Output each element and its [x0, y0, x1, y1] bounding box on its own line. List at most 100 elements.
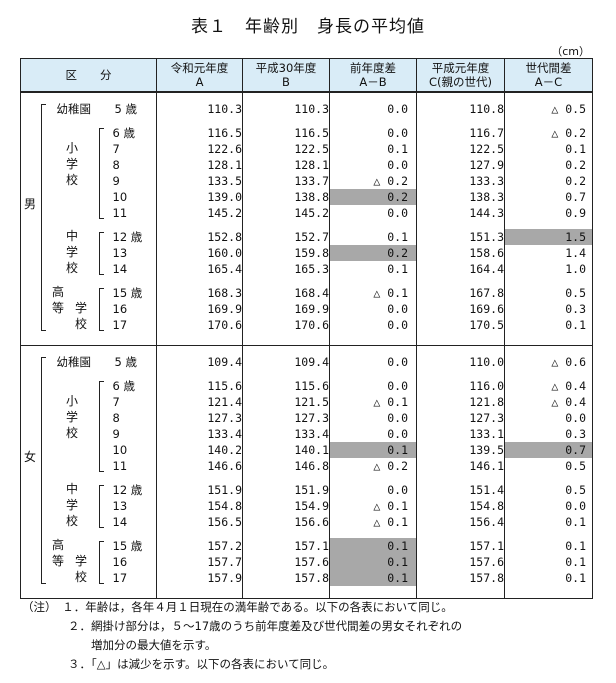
spacer-row [20, 92, 593, 101]
value-c: 144.3 [416, 205, 505, 221]
table-header: 区 分 令和元年度 A 平成30年度 B 前年度差 A－B 平成元年度 C(親の世代) … [20, 58, 593, 93]
value-a: 122.6 [156, 141, 243, 157]
sex-cell [20, 378, 43, 394]
value-b: 145.2 [242, 205, 330, 221]
value-ab: 0.0 [329, 205, 417, 221]
value-ab: 0.0 [329, 426, 417, 442]
sex-cell [20, 410, 43, 426]
age-cell: 11 [112, 459, 128, 473]
value-ac: 0.0 [504, 498, 593, 514]
value-b: 169.9 [242, 301, 330, 317]
age-cell: 11 [112, 206, 128, 220]
sex-cell [20, 173, 43, 189]
value-ac: 0.0 [504, 410, 593, 426]
school-label-elementary: 小 [66, 141, 79, 155]
school-label-elementary: 小 [66, 394, 79, 408]
table-row: 13 154.8 154.9 △ 0.1 154.8 0.0 [20, 498, 593, 514]
value-b: 121.5 [242, 394, 330, 410]
school-label-high: 校 [75, 570, 88, 584]
school-cell [43, 125, 91, 141]
value-c: 127.3 [416, 410, 505, 426]
value-b: 156.6 [242, 514, 330, 530]
value-c: 133.1 [416, 426, 505, 442]
age-cell: 10 [112, 190, 128, 204]
value-ab: 0.1 [329, 442, 417, 458]
group-bracket [99, 288, 104, 331]
value-b: 116.5 [242, 125, 330, 141]
value-ac: 0.1 [504, 317, 593, 333]
header-diff-gen: 世代間差 A－C [504, 58, 593, 93]
value-ac: 0.5 [504, 482, 593, 498]
spacer-row [20, 221, 593, 229]
table-row: 8 128.1 128.1 0.0 127.9 0.2 [20, 157, 593, 173]
group-bracket [99, 485, 104, 528]
value-c: 121.8 [416, 394, 505, 410]
value-b: 159.8 [242, 245, 330, 261]
table-row: 16 157.7 157.6 0.1 157.6 0.1 [20, 554, 593, 570]
school-label-elementary: 学 [66, 157, 79, 171]
value-ac: 0.1 [504, 570, 593, 586]
value-b: 157.6 [242, 554, 330, 570]
school-cell [43, 378, 91, 394]
value-ac: △ 0.4 [504, 378, 593, 394]
age-cell: 16 [112, 302, 128, 316]
value-ab: 0.0 [329, 354, 417, 370]
height-table: 区 分 令和元年度 A 平成30年度 B 前年度差 A－B 平成元年度 C(親の世代) … [20, 58, 593, 599]
table-row: 14 156.5 156.6 △ 0.1 156.4 0.1 [20, 514, 593, 530]
value-c: 151.4 [416, 482, 505, 498]
table-row: 10 140.2 140.1 0.1 139.5 0.7 [20, 442, 593, 458]
age-cell: 14 [112, 515, 128, 529]
spacer-row [20, 277, 593, 285]
age-cell: 5 歳 [114, 102, 137, 116]
spacer-row [20, 370, 593, 378]
table-row: 7 121.4 121.5 △ 0.1 121.8 △ 0.4 [20, 394, 593, 410]
sex-cell [20, 229, 43, 245]
school-label-high: 学 [75, 301, 88, 315]
sex-cell [20, 514, 43, 530]
value-ab: △ 0.2 [329, 173, 417, 189]
value-b: 146.8 [242, 458, 330, 474]
sex-cell [20, 354, 43, 370]
value-ac: 0.2 [504, 157, 593, 173]
sex-cell [20, 205, 43, 221]
age-cell: 6 歳 [112, 379, 135, 393]
sex-cell [20, 554, 43, 570]
value-ab: 0.1 [329, 229, 417, 245]
value-a: 154.8 [156, 498, 243, 514]
value-ac: △ 0.5 [504, 101, 593, 117]
school-cell [43, 285, 91, 301]
value-c: 127.9 [416, 157, 505, 173]
value-a: 156.5 [156, 514, 243, 530]
table-row: 6 歳 115.6 115.6 0.0 116.0 △ 0.4 [20, 378, 593, 394]
value-b: 133.4 [242, 426, 330, 442]
header-diff-prev: 前年度差 A－B [329, 58, 417, 93]
sex-cell [20, 426, 43, 442]
spacer-row [20, 333, 593, 346]
school-cell: 幼稚園 [56, 355, 92, 369]
table-row: 13 160.0 159.8 0.2 158.6 1.4 [20, 245, 593, 261]
value-a: 109.4 [156, 354, 243, 370]
value-c: 170.5 [416, 317, 505, 333]
value-c: 157.6 [416, 554, 505, 570]
value-b: 157.1 [242, 538, 330, 554]
age-cell: 9 [112, 174, 120, 188]
value-ab: 0.0 [329, 482, 417, 498]
value-ac: △ 0.2 [504, 125, 593, 141]
sex-cell [20, 189, 43, 205]
value-a: 110.3 [156, 101, 243, 117]
header-kubun: 区 分 [20, 58, 157, 93]
school-label-high: 等 [52, 301, 65, 315]
age-cell: 13 [112, 499, 128, 513]
sex-cell [20, 285, 43, 301]
value-c: 116.0 [416, 378, 505, 394]
age-cell: 13 [112, 246, 128, 260]
value-ab: 0.2 [329, 189, 417, 205]
value-ab: 0.0 [329, 125, 417, 141]
value-a: 169.9 [156, 301, 243, 317]
value-b: 168.4 [242, 285, 330, 301]
age-cell: 14 [112, 262, 128, 276]
school-cell [43, 205, 91, 221]
age-cell: 8 [112, 411, 120, 425]
header-reiwa: 令和元年度 A [156, 58, 243, 93]
value-b: 128.1 [242, 157, 330, 173]
